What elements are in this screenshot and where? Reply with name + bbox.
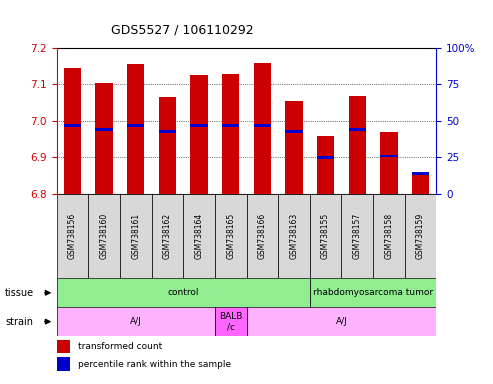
Text: GDS5527 / 106110292: GDS5527 / 106110292 (111, 23, 254, 36)
Text: GSM738164: GSM738164 (195, 213, 204, 259)
Bar (246, 307, 436, 336)
Bar (64, 68, 81, 194)
Text: GSM738165: GSM738165 (226, 213, 235, 259)
Bar (190, 124, 208, 127)
Bar (285, 130, 303, 132)
Bar (373, 194, 405, 278)
Text: control: control (168, 288, 199, 297)
Bar (159, 97, 176, 194)
Bar (64, 124, 81, 127)
Bar (310, 278, 436, 307)
Text: BALB
/c: BALB /c (219, 312, 243, 331)
Bar (317, 156, 334, 159)
Bar (253, 124, 271, 127)
Bar (215, 307, 246, 336)
Text: GSM738166: GSM738166 (258, 213, 267, 259)
Bar (285, 101, 303, 194)
Bar (222, 74, 240, 194)
Text: GSM738157: GSM738157 (352, 213, 362, 259)
Bar (57, 340, 70, 353)
Text: transformed count: transformed count (77, 342, 162, 351)
Bar (380, 154, 397, 157)
Bar (349, 96, 366, 194)
Text: GSM738159: GSM738159 (416, 213, 425, 259)
Bar (310, 194, 341, 278)
Bar (253, 63, 271, 194)
Text: GSM738163: GSM738163 (289, 213, 298, 259)
Text: GSM738156: GSM738156 (68, 213, 77, 259)
Bar (215, 194, 246, 278)
Bar (412, 172, 429, 175)
Text: GSM738158: GSM738158 (385, 213, 393, 259)
Bar (57, 278, 310, 307)
Text: tissue: tissue (5, 288, 34, 298)
Text: GSM738155: GSM738155 (321, 213, 330, 259)
Bar (222, 124, 240, 127)
Bar (317, 136, 334, 194)
Bar (349, 128, 366, 131)
Bar (246, 194, 278, 278)
Bar (152, 194, 183, 278)
Bar (88, 194, 120, 278)
Text: GSM738162: GSM738162 (163, 213, 172, 259)
Bar (120, 194, 152, 278)
Bar (57, 307, 215, 336)
Bar (341, 194, 373, 278)
Bar (412, 174, 429, 194)
Bar (96, 128, 113, 131)
Bar (96, 83, 113, 194)
Text: A/J: A/J (336, 317, 347, 326)
Text: percentile rank within the sample: percentile rank within the sample (77, 359, 231, 369)
Bar (183, 194, 215, 278)
Bar (190, 75, 208, 194)
Bar (278, 194, 310, 278)
Bar (127, 124, 144, 127)
Bar (159, 130, 176, 132)
Bar (405, 194, 436, 278)
Text: strain: strain (5, 316, 33, 327)
Bar (127, 65, 144, 194)
Text: GSM738161: GSM738161 (131, 213, 141, 259)
Bar (57, 194, 88, 278)
Text: A/J: A/J (130, 317, 141, 326)
Bar (57, 357, 70, 371)
Bar (380, 132, 397, 194)
Text: rhabdomyosarcoma tumor: rhabdomyosarcoma tumor (313, 288, 433, 297)
Text: GSM738160: GSM738160 (100, 213, 108, 259)
